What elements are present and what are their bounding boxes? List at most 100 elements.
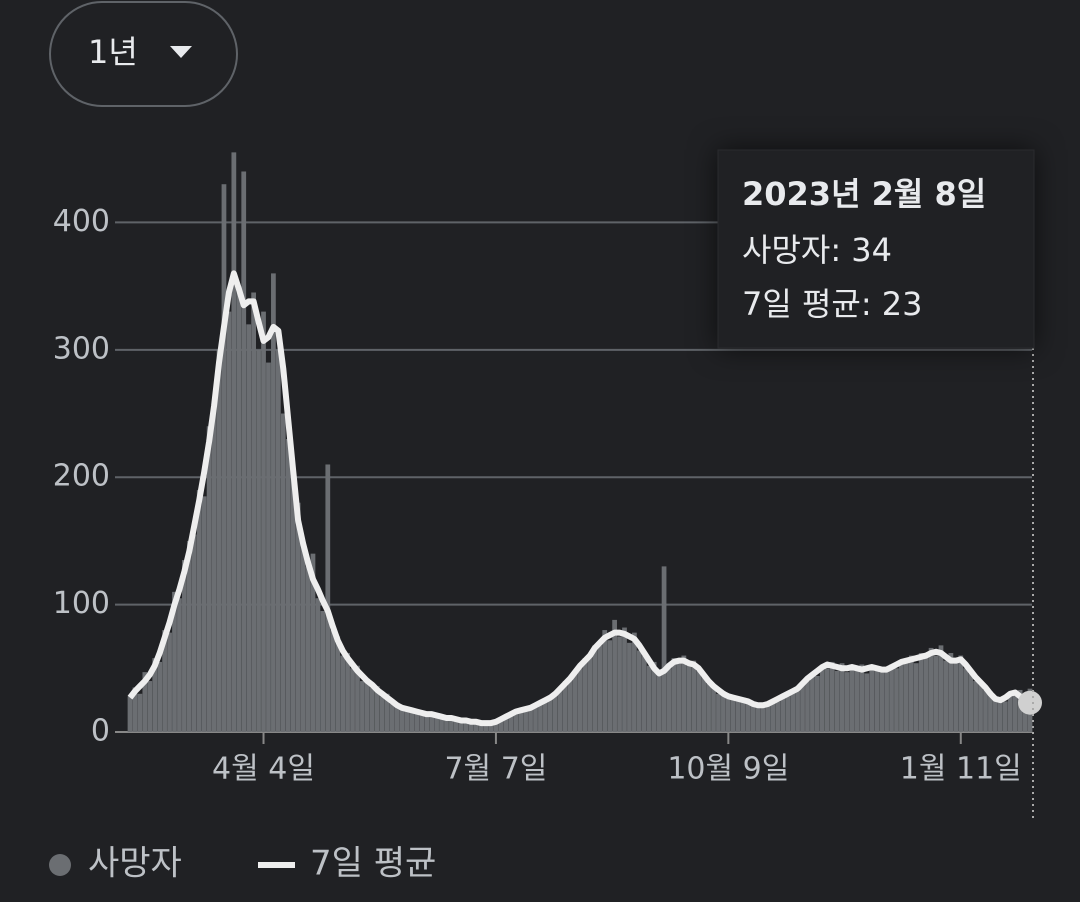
bar — [988, 691, 993, 732]
bar — [884, 672, 889, 732]
bar — [943, 660, 949, 732]
bar — [636, 650, 642, 732]
bar — [528, 706, 533, 732]
bar — [874, 670, 880, 732]
bar — [656, 674, 662, 732]
bar — [162, 630, 167, 732]
button-border[interactable] — [49, 1, 238, 107]
legend: 사망자 7일 평균 — [49, 844, 436, 884]
bar — [938, 645, 944, 732]
bar — [993, 698, 998, 732]
y-tick-label: 300 — [53, 331, 110, 366]
bar — [913, 663, 919, 732]
bar — [790, 689, 796, 732]
y-tick-label: 400 — [53, 204, 110, 239]
bar — [147, 681, 153, 732]
bar — [582, 658, 588, 732]
range-button[interactable]: 1년 — [49, 1, 238, 107]
bar — [310, 553, 316, 732]
bar — [182, 560, 187, 732]
bar — [201, 496, 207, 732]
bar — [780, 695, 786, 732]
bar — [681, 655, 687, 732]
bar — [508, 712, 514, 732]
bar — [300, 540, 306, 732]
bar — [458, 720, 464, 732]
bar — [236, 286, 242, 732]
bar — [632, 632, 637, 732]
line — [127, 270, 1032, 727]
bar — [923, 658, 929, 732]
bar — [701, 675, 706, 732]
bar — [142, 672, 148, 732]
bar — [211, 400, 217, 732]
bar — [221, 184, 227, 732]
bar — [429, 715, 435, 732]
bar — [671, 658, 677, 732]
legend-label: 7일 평균 — [310, 844, 436, 884]
dropdown-arrow[interactable] — [170, 46, 192, 58]
bar — [468, 721, 474, 732]
bar — [567, 681, 573, 732]
bar — [760, 703, 766, 732]
bar — [651, 661, 657, 732]
bar — [829, 661, 835, 732]
bar — [533, 703, 538, 732]
bar — [295, 502, 301, 732]
bar — [414, 710, 420, 732]
bar — [983, 689, 988, 732]
bar — [538, 703, 543, 732]
bar — [226, 311, 232, 732]
bar — [849, 665, 855, 732]
bar — [419, 714, 425, 732]
bar — [241, 171, 247, 732]
bar — [206, 426, 212, 732]
button-label[interactable]: 1년 — [88, 33, 138, 71]
bar — [562, 681, 568, 732]
bar — [547, 698, 553, 732]
bar — [483, 721, 489, 732]
bar — [948, 653, 954, 732]
bar — [379, 696, 385, 732]
bar — [503, 716, 509, 732]
bar — [706, 683, 711, 732]
bar — [725, 698, 731, 732]
bar — [933, 655, 939, 732]
bar — [513, 712, 519, 732]
bar — [641, 655, 647, 732]
bar — [127, 696, 133, 732]
bar — [196, 489, 202, 732]
bar — [696, 670, 702, 732]
bar — [246, 324, 252, 732]
bar — [775, 701, 781, 732]
bar — [716, 693, 721, 732]
bar — [918, 653, 924, 732]
bar — [839, 663, 845, 732]
bar — [810, 673, 815, 732]
bar — [434, 714, 439, 732]
bar — [721, 691, 726, 732]
bar — [498, 717, 504, 732]
bar — [454, 717, 459, 732]
bar — [1002, 701, 1008, 732]
bar — [928, 647, 934, 732]
bar — [444, 716, 449, 732]
legend-swatch — [49, 854, 71, 876]
bar — [290, 477, 296, 732]
bar — [350, 668, 355, 732]
bar — [493, 720, 499, 732]
y-tick-label: 100 — [53, 586, 110, 621]
bar — [597, 645, 603, 732]
bar — [750, 702, 756, 732]
bar — [1022, 696, 1028, 732]
bar — [157, 661, 163, 732]
bar — [251, 292, 256, 732]
bar — [424, 712, 430, 732]
x-tick-label: 1월 11일 — [900, 752, 1022, 787]
bar — [612, 619, 617, 732]
bar — [1017, 689, 1023, 732]
tooltip-box — [717, 149, 1035, 349]
bar — [592, 645, 598, 732]
bar — [686, 665, 692, 732]
